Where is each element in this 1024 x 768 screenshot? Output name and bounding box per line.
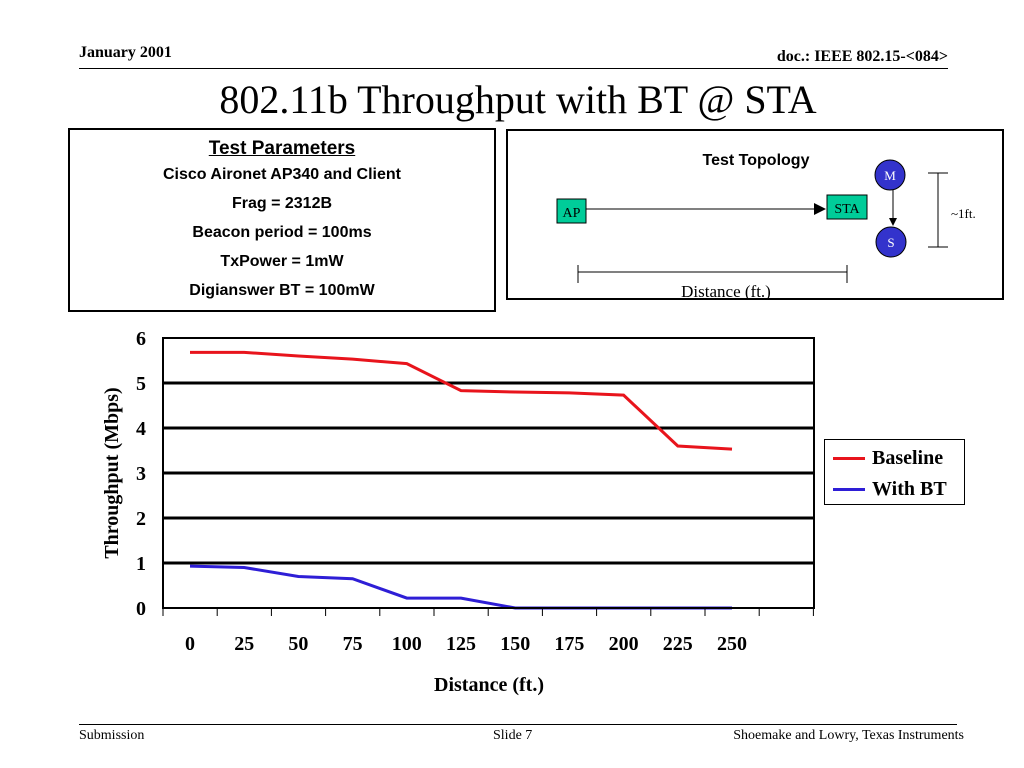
legend-swatch-with-bt <box>833 487 865 491</box>
chart-legend: Baseline With BT <box>824 439 965 505</box>
x-tick-label: 200 <box>609 633 639 655</box>
topology-diagram: Test Topology AP STA M S ~1ft. Distance … <box>556 152 976 301</box>
y-axis-label: Throughput (Mbps) <box>101 387 123 558</box>
topology-title: Test Topology <box>703 152 810 169</box>
bt-master-node <box>874 159 906 191</box>
arrowhead-icon <box>889 218 897 226</box>
test-parameter-line: TxPower = 1mW <box>220 253 344 270</box>
sta-node <box>826 194 868 220</box>
x-tick-label: 250 <box>717 633 747 655</box>
test-parameter-line: Cisco Aironet AP340 and Client <box>163 166 401 183</box>
x-tick-label: 50 <box>288 633 308 655</box>
arrowhead-icon <box>814 203 826 215</box>
plot-area-border <box>162 337 815 609</box>
footer-authors: Shoemake and Lowry, Texas Instruments <box>733 728 964 743</box>
bt-slave-label: S <box>887 235 894 250</box>
test-parameters-box: Test Parameters Cisco Aironet AP340 and … <box>68 128 496 312</box>
footer-slide-number: Slide 7 <box>493 728 533 743</box>
bt-slave-node <box>875 226 907 258</box>
legend-item-baseline: Baseline <box>833 446 944 469</box>
ap-node <box>556 198 587 224</box>
bt-master-label: M <box>884 168 896 183</box>
height-label: ~1ft. <box>951 206 976 221</box>
legend-label-with-bt: With BT <box>872 477 947 500</box>
x-tick-label: 175 <box>554 633 584 655</box>
throughput-chart: 0 1 2 3 4 5 6 0 25 50 75 100 125 150 175 200 225 250 Dist… <box>101 328 815 696</box>
test-parameter-line: Digianswer BT = 100mW <box>189 282 375 299</box>
y-tick-label: 5 <box>136 373 146 395</box>
y-tick-label: 0 <box>136 598 146 620</box>
x-tick-label: 100 <box>392 633 422 655</box>
y-tick-label: 1 <box>136 553 146 575</box>
ap-label: AP <box>563 206 581 221</box>
legend-item-with-bt: With BT <box>833 477 947 500</box>
test-parameters-heading: Test Parameters <box>208 138 356 159</box>
y-tick-label: 6 <box>136 328 146 350</box>
legend-label-baseline: Baseline <box>872 446 944 469</box>
header-doc-id: doc.: IEEE 802.15-<084> <box>776 48 948 65</box>
legend-swatch-baseline <box>833 456 865 460</box>
x-tick-label: 75 <box>343 633 363 655</box>
slide-title: 802.11b Throughput with BT @ STA <box>219 77 817 122</box>
x-tick-label: 125 <box>446 633 476 655</box>
distance-label: Distance (ft.) <box>681 282 771 298</box>
x-tick-label: 225 <box>663 633 693 655</box>
y-tick-label: 4 <box>136 418 146 440</box>
x-tick-label: 0 <box>185 633 195 655</box>
footer-rule <box>79 724 957 725</box>
footer-submission: Submission <box>79 728 145 743</box>
header-date: January 2001 <box>79 44 172 61</box>
y-tick-label: 3 <box>136 463 146 485</box>
series-line-baseline <box>190 350 733 451</box>
header-rule <box>79 68 948 69</box>
series-line-with-bt <box>189 564 732 610</box>
test-topology-box: Test Topology AP STA M S ~1ft. Distance … <box>506 129 1004 301</box>
x-axis-label: Distance (ft.) <box>434 674 544 696</box>
test-parameter-line: Beacon period = 100ms <box>192 224 372 241</box>
x-tick-label: 25 <box>234 633 254 655</box>
test-parameter-line: Frag = 2312B <box>231 195 333 212</box>
x-tick-label: 150 <box>500 633 530 655</box>
sta-label: STA <box>834 202 860 217</box>
y-tick-label: 2 <box>136 508 146 530</box>
